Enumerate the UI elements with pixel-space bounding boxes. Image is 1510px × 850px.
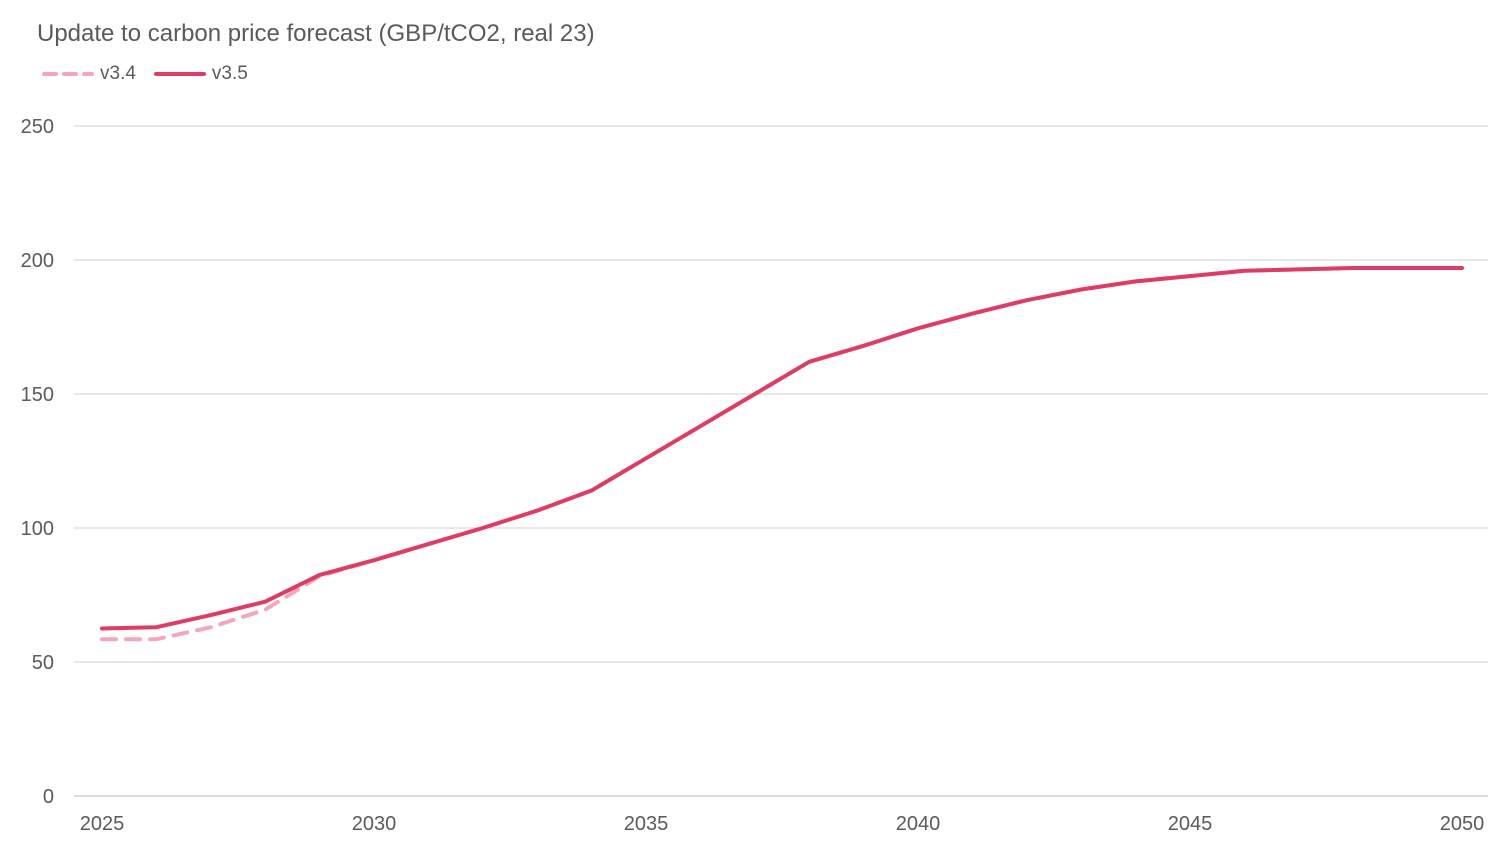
x-tick-label: 2045 <box>1168 813 1213 835</box>
legend-label-v3-4: v3.4 <box>100 63 136 84</box>
axes: 0 50 100 150 200 250 2025 2030 2035 2040 2045 2050 <box>21 116 1485 835</box>
x-tick-label: 2050 <box>1440 813 1485 835</box>
y-tick-label: 150 <box>21 384 54 406</box>
legend-label-v3-5: v3.5 <box>211 63 248 84</box>
legend-swatch-v3-5 <box>153 72 206 76</box>
x-tick-label: 2025 <box>80 813 125 835</box>
y-tick-label: 250 <box>21 116 54 138</box>
x-tick-label: 2040 <box>896 813 941 835</box>
legend-item-v3-4: v3.4 <box>40 62 136 86</box>
series-line-v3-5 <box>100 266 1464 631</box>
y-tick-label: 100 <box>21 518 54 540</box>
legend: v3.4 v3.5 <box>40 62 264 86</box>
y-tick-label: 50 <box>32 652 54 674</box>
legend-item-v3-5: v3.5 <box>152 62 248 86</box>
chart-title: Update to carbon price forecast (GBP/tCO… <box>37 20 595 47</box>
y-tick-label: 200 <box>21 250 54 272</box>
gridlines <box>74 125 1488 797</box>
x-tick-label: 2035 <box>624 813 669 835</box>
legend-swatch-v3-4 <box>42 72 94 76</box>
series-lines <box>100 266 1464 642</box>
x-tick-label: 2030 <box>352 813 397 835</box>
y-tick-label: 0 <box>43 786 54 808</box>
